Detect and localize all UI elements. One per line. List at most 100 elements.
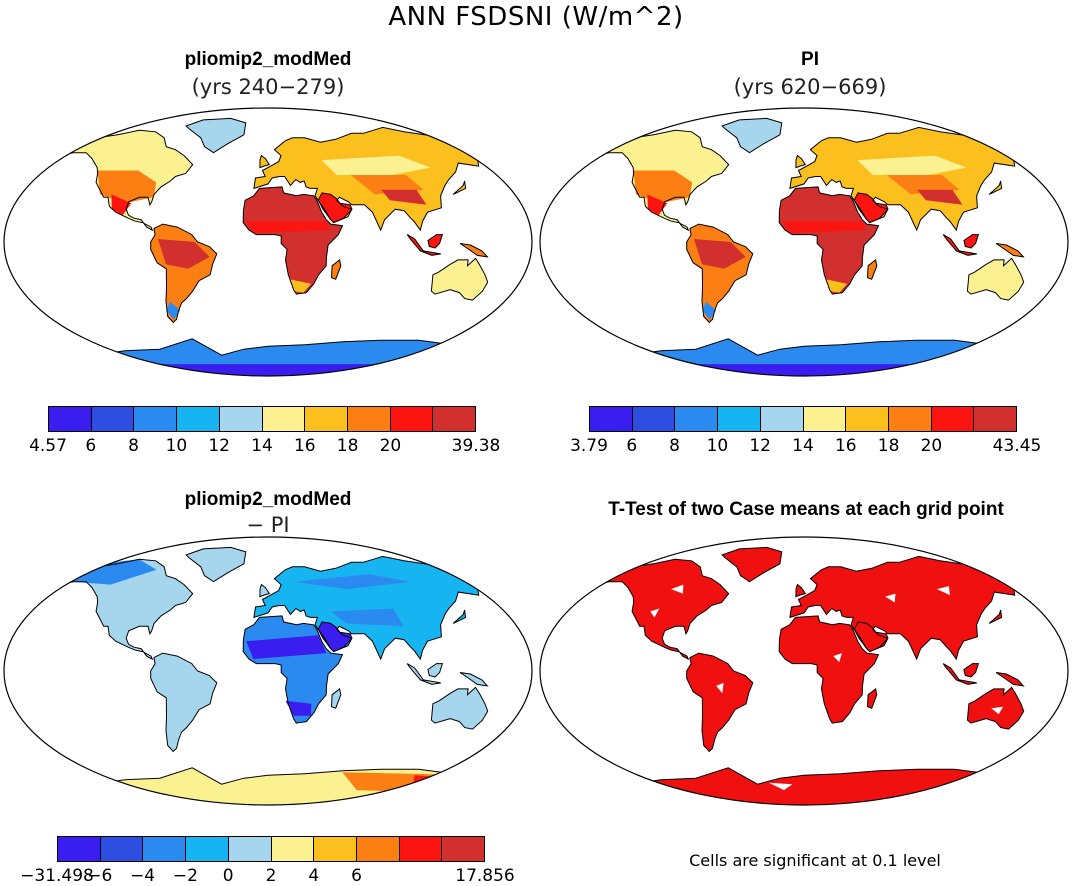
map-region <box>795 155 806 168</box>
map-region <box>459 672 489 687</box>
map-region <box>996 672 1024 686</box>
map-region <box>694 239 746 269</box>
colorbar-swatch <box>356 837 400 861</box>
colorbar-tick-label: 12 <box>208 436 231 456</box>
map-region <box>406 663 441 685</box>
map-region <box>721 546 783 583</box>
colorbar-swatch <box>134 407 178 431</box>
map-region <box>966 686 1025 730</box>
colorbar-tick-label: 10 <box>165 436 188 456</box>
map-region <box>789 555 1034 661</box>
map-region <box>789 556 1033 660</box>
colorbar-swatch <box>271 837 315 861</box>
colorbar-tick-label: 8 <box>669 436 681 456</box>
map-region <box>253 555 498 661</box>
map-region <box>460 243 488 257</box>
map-region <box>259 155 270 168</box>
colorbar-swatch <box>931 407 975 431</box>
colorbar-tick-label: 6 <box>626 436 638 456</box>
map-region <box>186 547 246 582</box>
map-region <box>886 175 960 195</box>
map-region <box>289 279 311 293</box>
map-region <box>185 546 247 583</box>
colorbar-tick-label: 43.45 <box>992 436 1042 456</box>
colorbar-swatch <box>888 407 932 431</box>
map-region <box>988 609 1003 624</box>
map-region <box>431 687 488 730</box>
colorbar-swatch <box>846 407 889 431</box>
map-region <box>430 257 489 301</box>
panel1-subtitle: (yrs 240−279) <box>191 75 345 99</box>
map-region <box>789 126 1034 232</box>
map-region <box>452 609 467 624</box>
map-region <box>246 635 327 660</box>
map-region <box>936 586 950 596</box>
colorbar-swatch <box>49 407 92 431</box>
map-region <box>795 154 807 169</box>
colorbar-tick-label: 18 <box>336 436 359 456</box>
colorbar-swatch <box>675 407 719 431</box>
colorbar-tick-label: 10 <box>706 436 729 456</box>
map-region <box>427 663 443 677</box>
colorbar-tick-label: 12 <box>749 436 772 456</box>
map-region <box>259 583 271 598</box>
map-region <box>318 621 352 652</box>
map-region <box>55 129 194 232</box>
map-region <box>857 155 967 175</box>
map-region <box>782 221 866 234</box>
colorbar-swatch <box>305 407 348 431</box>
colorbar-tick-label: 4.57 <box>29 436 67 456</box>
map-region <box>406 234 441 256</box>
map-region <box>825 279 847 293</box>
map-region <box>991 706 1004 715</box>
colorbar-swatch <box>262 407 306 431</box>
map-border <box>3 107 533 377</box>
map-region <box>350 175 424 195</box>
map-region <box>342 772 476 794</box>
map-region <box>917 189 963 205</box>
colorbar-swatch <box>347 407 391 431</box>
colorbar-tick-label: 17.856 <box>455 866 515 886</box>
panel3-map <box>3 536 533 806</box>
colorbar-tick-label: 8 <box>128 436 140 456</box>
colorbar-swatch <box>718 407 761 431</box>
map-region <box>591 558 730 661</box>
map-region <box>609 364 999 376</box>
map-region <box>963 234 979 248</box>
colorbar-swatch <box>974 407 1017 431</box>
panel1-colorbar <box>48 406 476 432</box>
map-region <box>778 186 880 295</box>
colorbar-swatch <box>433 407 476 431</box>
map-region <box>942 234 977 256</box>
colorbar-swatch <box>632 407 676 431</box>
colorbar-swatch <box>219 407 263 431</box>
colorbar-tick-label: 3.79 <box>570 436 608 456</box>
map-region <box>591 129 730 232</box>
map-region <box>716 682 724 694</box>
panel3-subtitle: − PI <box>246 513 290 537</box>
significance-note: Cells are significant at 0.1 level <box>689 851 941 870</box>
map-region <box>853 621 889 653</box>
map-region <box>779 186 879 295</box>
colorbar-tick-label: −31.498 <box>20 866 94 886</box>
map-region <box>853 192 889 224</box>
map-region <box>686 223 754 324</box>
panel1-title: pliomip2_modMed <box>184 49 352 70</box>
colorbar-swatch <box>399 837 443 861</box>
colorbar-swatch <box>390 407 434 431</box>
colorbar-swatch <box>803 407 847 431</box>
colorbar-tick-label: 14 <box>792 436 814 456</box>
map-region <box>150 223 218 324</box>
colorbar-tick-label: 4 <box>308 866 320 886</box>
colorbar-tick-label: 2 <box>265 866 277 886</box>
map-region <box>768 782 793 791</box>
map-region <box>702 301 717 320</box>
map-region <box>185 117 247 154</box>
colorbar-swatch <box>91 407 135 431</box>
panel4-map <box>539 536 1069 806</box>
map-region <box>55 558 194 661</box>
map-region <box>430 686 489 730</box>
map-region <box>459 243 489 258</box>
map-region <box>427 663 444 678</box>
map-region <box>166 301 181 320</box>
